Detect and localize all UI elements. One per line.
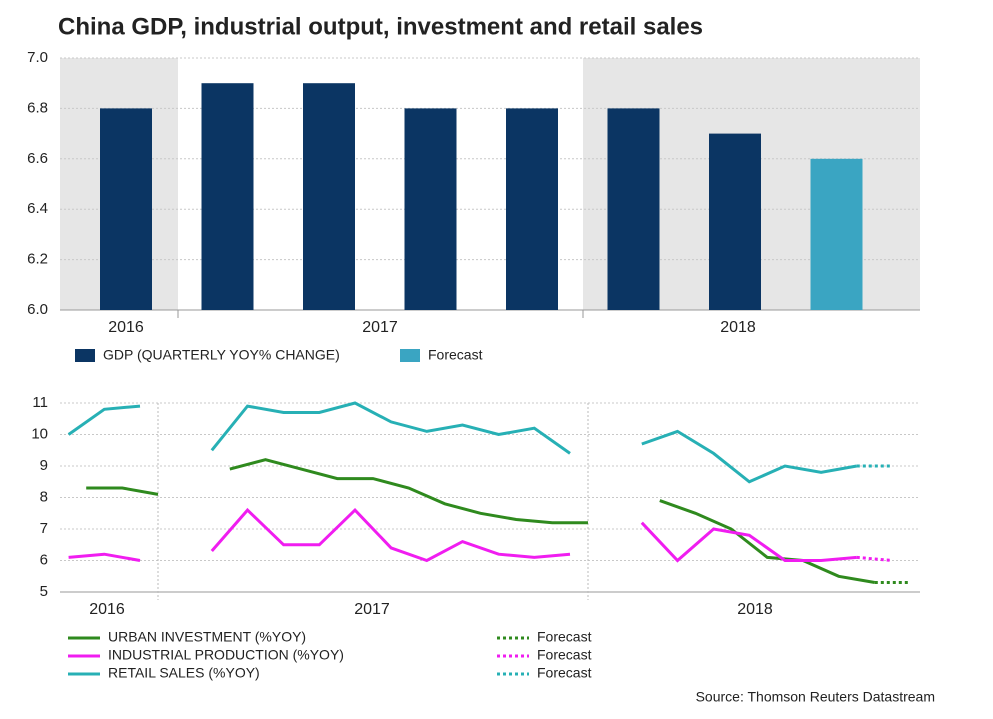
y-tick-label: 8 (40, 488, 48, 505)
legend-label: URBAN INVESTMENT (%YOY) (108, 629, 306, 645)
y-tick-label: 6 (40, 551, 48, 568)
y-tick-label: 6.8 (27, 99, 48, 116)
series-line (86, 458, 876, 584)
legend-swatch (400, 349, 420, 362)
legend-label: Forecast (537, 647, 592, 663)
series-line (67, 401, 858, 484)
period-label: 2017 (354, 601, 390, 618)
legend-swatch (75, 349, 95, 362)
bar (810, 158, 863, 310)
legend-label: GDP (QUARTERLY YOY% CHANGE) (103, 347, 340, 363)
bar (404, 108, 457, 311)
period-label: 2016 (108, 319, 144, 336)
legend-label: RETAIL SALES (%YOY) (108, 665, 260, 681)
y-tick-label: 7.0 (27, 49, 48, 66)
y-tick-label: 6.2 (27, 251, 48, 268)
y-tick-label: 10 (31, 425, 48, 442)
bar (709, 133, 761, 310)
forecast-line (856, 555, 893, 562)
bar (100, 108, 152, 311)
period-label: 2017 (362, 319, 398, 336)
y-tick-label: 11 (32, 394, 48, 411)
period-label: 2018 (737, 601, 773, 618)
y-tick-label: 9 (40, 457, 48, 474)
title: China GDP, industrial output, investment… (58, 13, 703, 40)
bar (201, 83, 254, 310)
source: Source: Thomson Reuters Datastream (696, 689, 935, 705)
y-tick-label: 6.0 (27, 301, 48, 318)
bar (506, 108, 558, 311)
y-tick-label: 6.4 (27, 200, 48, 217)
legend-label: Forecast (537, 629, 592, 645)
legend-label: Forecast (537, 665, 592, 681)
y-tick-label: 6.6 (27, 150, 48, 167)
bar (607, 108, 660, 311)
legend-label: Forecast (428, 347, 483, 363)
y-tick-label: 7 (40, 520, 48, 537)
period-label: 2018 (720, 319, 756, 336)
period-label: 2016 (89, 601, 125, 618)
series-line (68, 507, 857, 563)
y-tick-label: 5 (40, 583, 48, 600)
legend-label: INDUSTRIAL PRODUCTION (%YOY) (108, 647, 344, 663)
bar (303, 83, 355, 310)
